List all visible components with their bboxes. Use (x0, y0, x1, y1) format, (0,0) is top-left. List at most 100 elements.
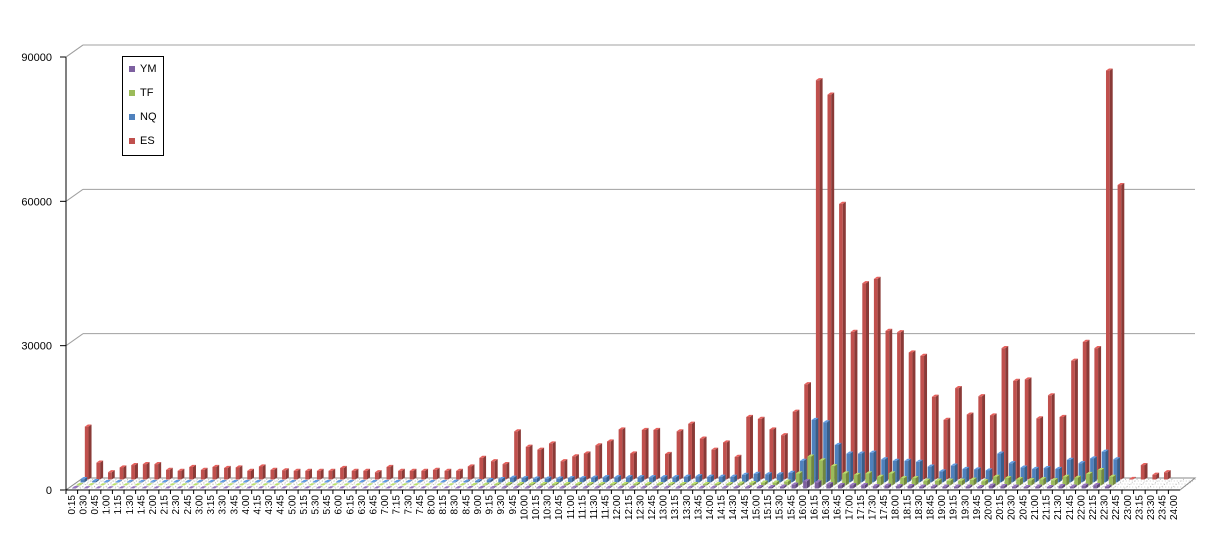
x-tick-label: 3:15 (206, 495, 217, 515)
x-tick-label: 10:30 (543, 495, 554, 520)
bar-tf-22:00 (1086, 472, 1093, 486)
bar-front (468, 467, 472, 480)
bar-front (606, 488, 610, 489)
bar-side (1145, 463, 1148, 480)
bar-side (680, 429, 683, 479)
bar-side (1052, 393, 1055, 479)
x-tick-label: 3:00 (194, 495, 205, 515)
bar-front (305, 471, 309, 480)
bar-side (1105, 450, 1108, 483)
bar-front (1058, 486, 1062, 488)
bar-es-3:45 (247, 469, 254, 480)
bar-side (773, 427, 776, 479)
bar-side (892, 471, 895, 485)
bar-front (793, 412, 797, 480)
bar-es-2:00 (166, 468, 173, 480)
bar-side (815, 418, 818, 483)
bar-es-1:30 (143, 462, 150, 479)
bar-front (1141, 465, 1145, 479)
bar-es-14:00 (723, 440, 730, 479)
bar-es-7:15 (410, 469, 417, 480)
x-tick-label: 15:45 (786, 495, 797, 520)
bar-es-1:45 (154, 462, 161, 479)
bar-es-5:15 (317, 469, 324, 480)
bar-front (1164, 472, 1168, 479)
bar-side (936, 395, 939, 480)
bar-front (143, 464, 147, 479)
bar-side (785, 433, 788, 479)
bar-front (375, 472, 379, 479)
bar-front (552, 484, 556, 485)
x-tick-label: 23:00 (1123, 495, 1134, 520)
x-tick-label: 1:00 (102, 495, 113, 515)
bar-side (920, 460, 923, 483)
x-tick-label: 6:00 (334, 495, 345, 515)
bar-front (874, 279, 878, 480)
bar-front (815, 482, 819, 488)
bar-front (387, 467, 391, 480)
bar-front (1047, 487, 1051, 488)
bar-front (684, 477, 688, 483)
y-tick-label: 0 (46, 485, 52, 497)
bar-side (518, 429, 521, 479)
bar-nq-14:30 (742, 473, 749, 483)
bar-side (588, 451, 591, 479)
bar-front (445, 471, 449, 480)
bar-front (687, 488, 691, 489)
x-tick-label: 10:00 (519, 495, 530, 520)
bar-front (139, 482, 143, 483)
bar-side (1005, 346, 1008, 479)
bar-front (224, 468, 228, 480)
bar-front (619, 429, 623, 479)
bar-front (120, 467, 124, 479)
bar-front (317, 471, 321, 480)
bar-side (1017, 379, 1020, 480)
bar-side (978, 467, 981, 482)
bar-side (966, 467, 969, 483)
bar-front (850, 485, 854, 488)
bar-front (548, 488, 552, 489)
bar-side (1117, 457, 1120, 482)
bar-side (715, 448, 718, 480)
bar-side (1047, 466, 1050, 483)
bar-front (677, 431, 681, 479)
bar-front (629, 488, 633, 489)
bar-side (901, 330, 904, 479)
bar-front (166, 470, 170, 480)
bar-front (838, 485, 842, 488)
bar-front (513, 488, 517, 489)
legend-swatch-tf (129, 90, 135, 96)
bar-front (594, 488, 598, 489)
y-axis-depth (66, 45, 83, 57)
bar-front (745, 487, 749, 488)
x-tick-label: 21:45 (1065, 495, 1076, 520)
x-tick-label: 0:45 (90, 495, 101, 515)
bar-es-22:15 (1106, 68, 1113, 479)
bar-front (595, 445, 599, 479)
bar-es-13:15 (688, 422, 695, 480)
bar-front (433, 470, 437, 480)
x-tick-label: 22:00 (1076, 495, 1087, 520)
legend: YM TF NQ ES (122, 56, 164, 156)
bar-front (710, 488, 714, 489)
bar-side (820, 78, 823, 479)
x-tick-label: 8:45 (461, 495, 472, 515)
x-tick-label: 1:30 (125, 495, 136, 515)
bar-side (989, 468, 992, 482)
bar-front (1105, 487, 1109, 489)
bar-front (584, 454, 588, 480)
x-tick-label: 22:30 (1100, 495, 1111, 520)
bar-side (1082, 461, 1085, 482)
bar-front (189, 467, 193, 480)
bar-front (1082, 486, 1086, 489)
x-tick-label: 20:15 (995, 495, 1006, 520)
axes (66, 45, 1180, 490)
bar-front (591, 478, 595, 483)
x-tick-label: 21:00 (1030, 495, 1041, 520)
x-tick-label: 21:15 (1042, 495, 1053, 520)
gridline-depth (66, 189, 83, 201)
bar-front (536, 488, 540, 489)
bar-side (1001, 452, 1004, 483)
x-tick-label: 16:00 (798, 495, 809, 520)
